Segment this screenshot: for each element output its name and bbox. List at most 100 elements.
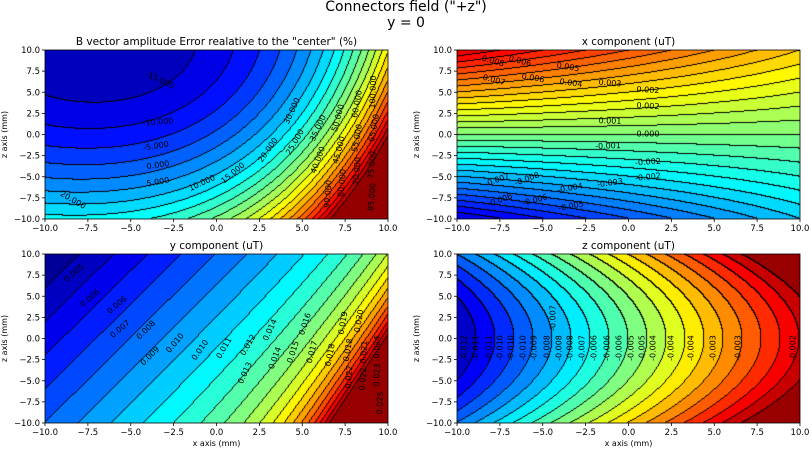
contour-label: -0.007 bbox=[483, 171, 510, 188]
contour-label: -0.003 bbox=[709, 335, 718, 361]
contour-label: -0.011 bbox=[472, 335, 481, 361]
contour-label: -0.005 bbox=[638, 335, 647, 361]
x-tick-label: −7.5 bbox=[78, 428, 99, 438]
contour-label: -0.010 bbox=[496, 335, 505, 361]
contour-label: -0.004 bbox=[687, 335, 696, 361]
contour-label: -0.010 bbox=[519, 335, 528, 361]
x-tick-label: 10.0 bbox=[379, 428, 398, 438]
contour-label: 85.000 bbox=[366, 183, 377, 212]
x-tick-label: 5.0 bbox=[707, 428, 721, 438]
x-tick-label: 10.0 bbox=[379, 224, 398, 234]
y-tick-label: −2.5 bbox=[431, 152, 452, 162]
contour-label: 0.000 bbox=[146, 159, 170, 171]
x-tick-label: −10.0 bbox=[32, 224, 58, 234]
contour-label: 0.004 bbox=[559, 77, 583, 89]
contour-label: 65.000 bbox=[367, 113, 381, 142]
contour-label: 55.000 bbox=[350, 123, 364, 152]
contour-label: 0.018 bbox=[342, 338, 355, 362]
x-tick-label: 0.0 bbox=[210, 428, 224, 438]
x-tick-label: −7.5 bbox=[490, 224, 511, 234]
contour-label: 0.002 bbox=[636, 85, 659, 95]
contour-label: -0.007 bbox=[578, 335, 587, 361]
contour-label: 0.007 bbox=[108, 318, 131, 340]
x-tick-label: 2.5 bbox=[253, 224, 267, 234]
y-tick-label: 7.5 bbox=[26, 67, 40, 77]
contour-label: 0.006 bbox=[78, 287, 101, 309]
y-axis-label: z axis (mm) bbox=[412, 315, 421, 362]
plot-title: B vector amplitude Error realative to th… bbox=[76, 36, 357, 48]
y-tick-label: 0.0 bbox=[438, 131, 452, 141]
y-tick-label: 5.0 bbox=[438, 88, 452, 98]
contour-label: 0.014 bbox=[267, 346, 283, 371]
contour-label: 60.000 bbox=[350, 89, 364, 118]
x-tick-label: −5.0 bbox=[120, 224, 141, 234]
x-tick-label: −7.5 bbox=[78, 224, 99, 234]
contour-label: 0.025 bbox=[375, 391, 385, 414]
y-tick-label: 5.0 bbox=[26, 292, 40, 302]
contour-label: -15.000 bbox=[144, 69, 176, 90]
contour-label: 0.007 bbox=[482, 73, 506, 88]
contour-label: 50.000 bbox=[330, 103, 346, 132]
contour-label: 25.000 bbox=[284, 128, 306, 157]
contour-label: 10.000 bbox=[187, 173, 216, 193]
x-tick-label: 0.0 bbox=[622, 428, 636, 438]
contour-label: 0.018 bbox=[323, 343, 337, 367]
y-tick-label: 7.5 bbox=[26, 271, 40, 281]
y-tick-label: 10.0 bbox=[21, 250, 40, 260]
plot-title: y component (uT) bbox=[170, 240, 264, 252]
plot-title: z component (uT) bbox=[582, 240, 675, 252]
contour-label: 0.015 bbox=[285, 340, 301, 365]
contour-label: 40.000 bbox=[309, 145, 327, 174]
y-tick-label: 10.0 bbox=[21, 46, 40, 56]
contour-label: -5.000 bbox=[143, 140, 170, 153]
x-tick-label: −5.0 bbox=[532, 428, 553, 438]
x-tick-label: 5.0 bbox=[295, 428, 309, 438]
contour-label: 0.005 bbox=[556, 61, 580, 74]
x-axis-label: x axis (mm) bbox=[605, 439, 653, 448]
contour-label: -0.004 bbox=[557, 181, 584, 194]
contour-label: 20.000 bbox=[59, 189, 88, 211]
x-tick-label: 10.0 bbox=[791, 428, 810, 438]
contour-label: -0.002 bbox=[635, 171, 662, 183]
contour-label: 100.000 bbox=[368, 75, 378, 108]
contour-label: 30.000 bbox=[282, 96, 302, 125]
contour-label: -0.006 bbox=[590, 335, 599, 361]
x-tick-label: 7.5 bbox=[338, 224, 352, 234]
contour-label: 70.000 bbox=[351, 157, 362, 186]
x-tick-label: −7.5 bbox=[490, 428, 511, 438]
contour-label: 0.017 bbox=[305, 340, 320, 364]
contour-label: 0.020 bbox=[353, 309, 366, 333]
contour-label: 0.011 bbox=[214, 336, 233, 360]
y-tick-label: −5.0 bbox=[431, 173, 452, 183]
y-tick-label: 2.5 bbox=[438, 313, 452, 323]
contour-label: -0.002 bbox=[789, 335, 798, 361]
contour-label: 45.000 bbox=[331, 135, 347, 164]
contour-label: 0.023 bbox=[372, 363, 382, 386]
contour-label: 20.000 bbox=[256, 136, 279, 164]
contour-label: -0.006 bbox=[603, 335, 612, 361]
contour-label: 5.000 bbox=[146, 176, 170, 189]
y-tick-label: −10.0 bbox=[426, 215, 452, 225]
x-tick-label: 7.5 bbox=[338, 428, 352, 438]
y-tick-label: −2.5 bbox=[19, 356, 40, 366]
y-tick-label: −5.0 bbox=[19, 173, 40, 183]
contour-label: -0.006 bbox=[521, 192, 548, 207]
contour-fill-amplitude-error bbox=[45, 50, 388, 219]
y-axis-label: z axis (mm) bbox=[0, 111, 9, 158]
y-axis-label: z axis (mm) bbox=[412, 111, 421, 158]
contour-label: -0.002 bbox=[635, 157, 661, 168]
x-tick-label: 2.5 bbox=[665, 224, 679, 234]
x-tick-label: −10.0 bbox=[444, 428, 470, 438]
contour-label: 0.010 bbox=[190, 338, 211, 362]
y-tick-label: 10.0 bbox=[433, 46, 452, 56]
y-axis-label: z axis (mm) bbox=[0, 315, 9, 362]
contour-label: -0.008 bbox=[543, 335, 552, 361]
y-tick-label: −2.5 bbox=[431, 356, 452, 366]
contour-label: 0.006 bbox=[521, 72, 545, 85]
contour-label: 0.008 bbox=[481, 54, 505, 69]
x-tick-label: −2.5 bbox=[575, 428, 596, 438]
contour-label: -0.006 bbox=[615, 335, 624, 361]
y-tick-label: 7.5 bbox=[438, 67, 452, 77]
y-tick-label: 2.5 bbox=[438, 109, 452, 119]
